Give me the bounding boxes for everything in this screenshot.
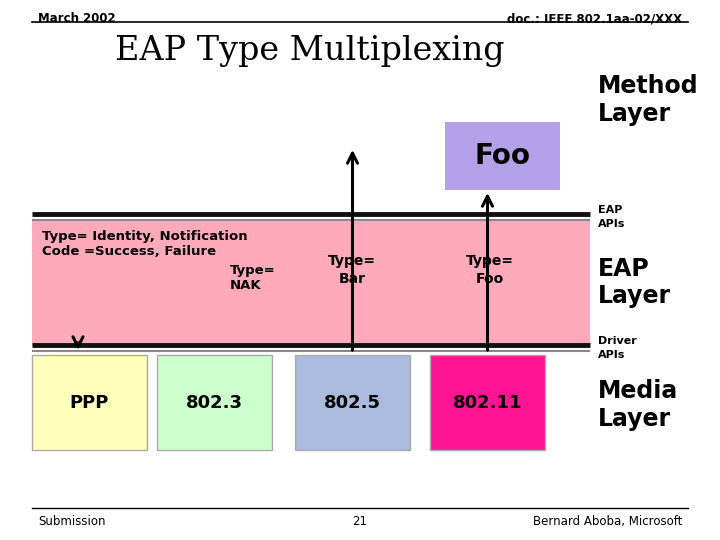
Bar xyxy=(32,219,590,346)
Text: EAP Type Multiplexing: EAP Type Multiplexing xyxy=(115,35,505,67)
Text: Type= Identity, Notification: Type= Identity, Notification xyxy=(42,230,248,243)
Text: Submission: Submission xyxy=(38,515,106,528)
Text: 802.3: 802.3 xyxy=(186,394,243,411)
Text: APIs: APIs xyxy=(598,219,626,229)
Bar xyxy=(295,355,410,450)
Text: PPP: PPP xyxy=(70,394,109,411)
Text: EAP: EAP xyxy=(598,205,622,215)
Text: Media
Layer: Media Layer xyxy=(598,379,678,431)
Text: Driver: Driver xyxy=(598,336,636,346)
Text: NAK: NAK xyxy=(230,279,261,292)
Bar xyxy=(445,122,560,190)
Text: APIs: APIs xyxy=(598,350,626,360)
Text: 802.5: 802.5 xyxy=(324,394,381,411)
Text: 21: 21 xyxy=(353,515,367,528)
Text: EAP
Layer: EAP Layer xyxy=(598,256,671,308)
Text: Method
Layer: Method Layer xyxy=(598,74,698,126)
Text: 802.11: 802.11 xyxy=(453,394,522,411)
Text: Type=
Foo: Type= Foo xyxy=(466,254,514,286)
Text: Type=: Type= xyxy=(230,264,276,277)
Text: Foo: Foo xyxy=(474,142,531,170)
Bar xyxy=(157,355,272,450)
Text: Bernard Aboba, Microsoft: Bernard Aboba, Microsoft xyxy=(533,515,682,528)
Bar xyxy=(32,355,147,450)
Bar xyxy=(430,355,545,450)
Text: Type=
Bar: Type= Bar xyxy=(328,254,376,286)
Text: Code =Success, Failure: Code =Success, Failure xyxy=(42,245,216,258)
Text: doc.: IEEE 802.1aa-02/XXX: doc.: IEEE 802.1aa-02/XXX xyxy=(507,12,682,25)
Text: March 2002: March 2002 xyxy=(38,12,116,25)
